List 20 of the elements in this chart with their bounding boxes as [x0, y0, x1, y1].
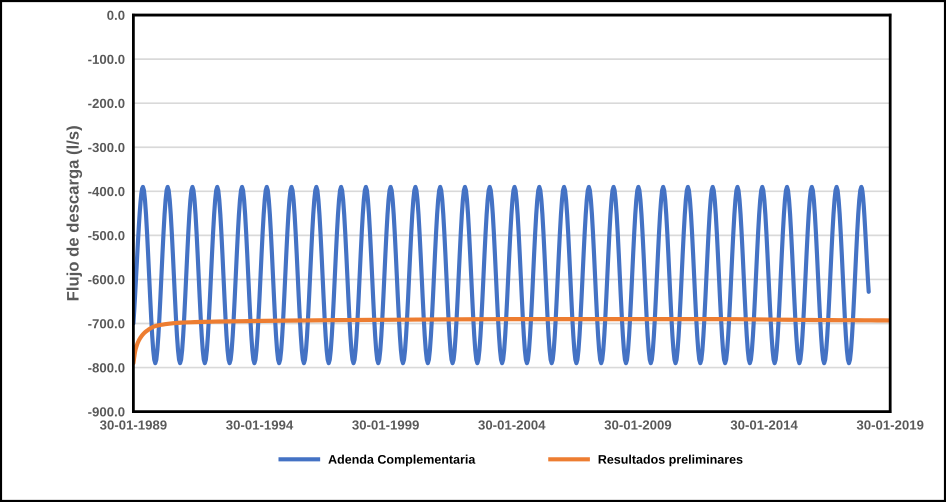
- legend-label: Adenda Complementaria: [328, 454, 476, 466]
- y-tick-label: -600.0: [88, 275, 125, 284]
- x-tick-label: 30-01-2004: [478, 420, 546, 430]
- y-tick-label: -500.0: [88, 230, 125, 240]
- x-tick-label: 30-01-2009: [604, 420, 672, 430]
- legend-label: Resultados preliminares: [598, 454, 742, 466]
- x-tick-label: 30-01-2019: [856, 420, 924, 430]
- y-tick-label: -900.0: [88, 407, 125, 417]
- y-tick-label: -700.0: [88, 319, 125, 328]
- x-tick-label: 30-01-1994: [226, 420, 294, 430]
- y-axis-title: Flujo de descarga (l/s): [66, 126, 82, 300]
- y-tick-label: -800.0: [88, 363, 125, 372]
- y-tick-label: -400.0: [88, 186, 125, 196]
- x-tick-label: 30-01-2014: [730, 420, 798, 430]
- x-tick-label: 30-01-1999: [352, 420, 419, 430]
- x-tick-label: 30-01-1989: [100, 420, 167, 430]
- y-tick-label: -200.0: [88, 98, 125, 108]
- y-tick-label: -100.0: [88, 54, 125, 64]
- y-tick-label: -300.0: [88, 142, 125, 152]
- y-tick-label: 0.0: [107, 10, 125, 20]
